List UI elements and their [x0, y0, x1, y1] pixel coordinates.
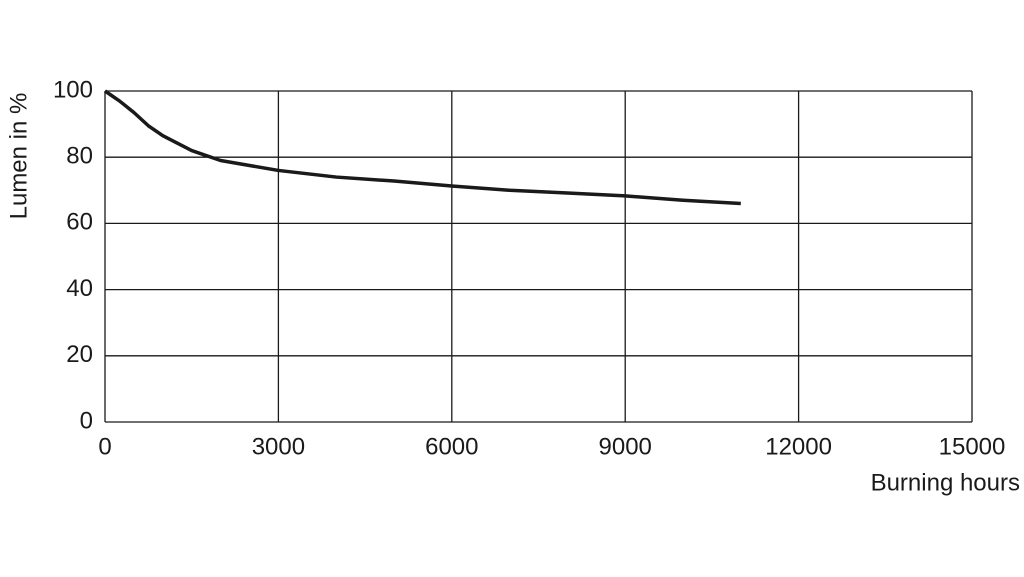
y-axis-label: Lumen in % — [5, 93, 32, 220]
x-tick-label: 9000 — [599, 433, 652, 460]
x-tick-label: 3000 — [252, 433, 305, 460]
y-tick-label: 100 — [53, 76, 93, 103]
y-tick-label: 20 — [66, 341, 93, 368]
x-tick-label: 0 — [98, 433, 111, 460]
x-tick-label: 12000 — [765, 433, 832, 460]
x-axis-label: Burning hours — [871, 469, 1020, 496]
x-tick-label: 15000 — [939, 433, 1006, 460]
data-line — [104, 89, 741, 206]
y-tick-label: 40 — [66, 275, 93, 302]
y-tick-label: 60 — [66, 209, 93, 236]
y-tick-label: 80 — [66, 143, 93, 170]
y-tick-label: 0 — [80, 407, 93, 434]
x-tick-label: 6000 — [425, 433, 478, 460]
